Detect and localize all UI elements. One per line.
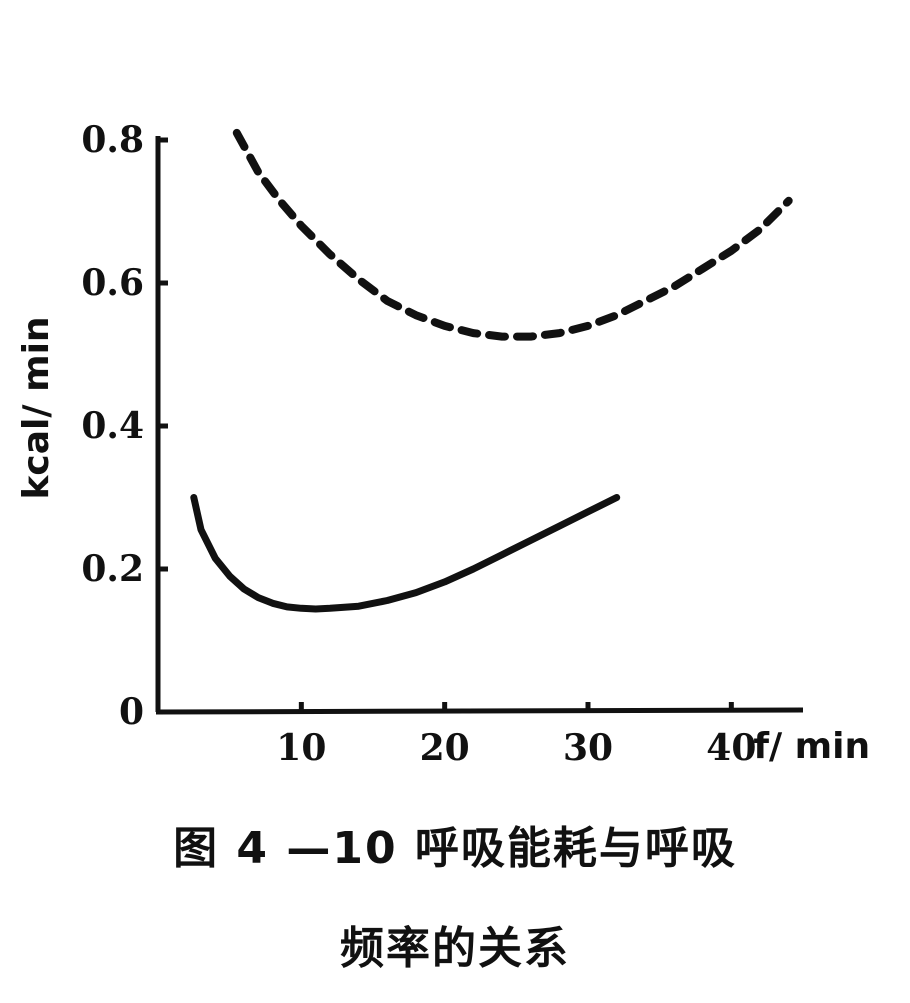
x-tick-label-2: 30 — [563, 727, 613, 769]
x-tick-label-0: 10 — [276, 727, 326, 769]
y-tick-label-2: 0.4 — [81, 405, 144, 447]
figure-caption-subtitle: 频率的关系 — [340, 923, 570, 974]
x-tick-label-1: 20 — [420, 727, 470, 769]
y-axis-label: kcal/ min — [16, 316, 57, 499]
y-tick-label-4: 0.8 — [81, 119, 144, 161]
y-tick-label-0: 0 — [119, 691, 144, 733]
x-axis-line — [155, 707, 804, 715]
chart-series — [190, 128, 793, 613]
figure-caption-title: 图 4 —10 呼吸能耗与呼吸 — [173, 823, 737, 874]
x-axis-label: f/ min — [753, 726, 870, 767]
chart-tick-labels: 0 0.2 0.4 0.6 0.8 10 20 30 40 — [81, 119, 756, 769]
y-tick-label-1: 0.2 — [81, 548, 144, 590]
chart-ticks — [158, 137, 734, 712]
dashed-curve-line — [232, 128, 793, 341]
chart-axes — [155, 136, 804, 715]
solid-curve-line — [190, 494, 621, 613]
y-tick-label-3: 0.6 — [81, 262, 144, 304]
x-tick-label-3: 40 — [706, 727, 756, 769]
